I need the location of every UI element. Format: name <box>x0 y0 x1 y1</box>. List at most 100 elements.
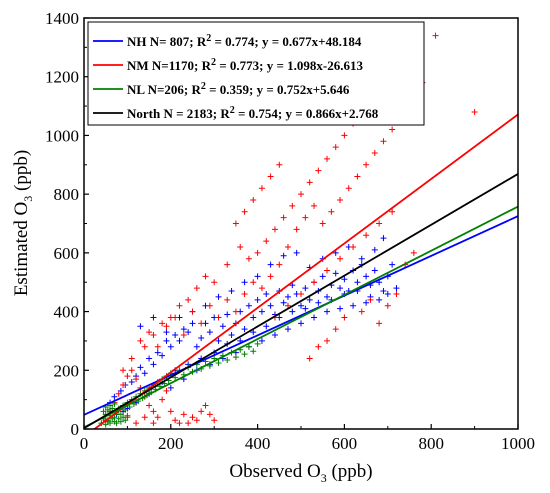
data-point-nh <box>250 314 257 321</box>
data-point-nh <box>159 352 166 359</box>
data-point-nm <box>345 185 352 192</box>
data-point-nm <box>120 381 127 388</box>
data-point-nl <box>111 401 118 408</box>
data-point-nh <box>363 299 370 306</box>
data-point-nl <box>245 343 252 350</box>
data-point-nm <box>267 273 274 280</box>
data-point-nm <box>363 161 370 168</box>
data-point-nm <box>198 320 205 327</box>
data-point-nh <box>245 302 252 309</box>
data-point-nm <box>159 396 166 403</box>
data-point-nm <box>159 320 166 327</box>
data-point-nh <box>350 302 357 309</box>
data-point-nm <box>150 408 157 415</box>
data-point-nh <box>358 255 365 262</box>
data-point-nl <box>122 417 129 424</box>
data-point-nh <box>337 285 344 292</box>
data-point-nh <box>254 296 261 303</box>
data-point-nm <box>324 155 331 162</box>
data-point-nm <box>389 208 396 215</box>
data-point-nh <box>172 332 179 339</box>
data-point-nm <box>198 408 205 415</box>
data-point-nl <box>124 412 131 419</box>
data-point-nh <box>258 308 265 315</box>
data-point-nm <box>332 144 339 151</box>
data-point-nh <box>167 384 174 391</box>
data-point-nm <box>141 414 148 421</box>
x-tick-label: 200 <box>158 434 184 453</box>
data-point-nh <box>215 293 222 300</box>
x-tick-label: 0 <box>80 434 89 453</box>
data-point-nh <box>228 288 235 295</box>
data-point-nh <box>284 326 291 333</box>
legend-label-north: North N = 2183; R2 = 0.754; y = 0.866x+2… <box>127 105 379 121</box>
data-point-nm <box>206 411 213 418</box>
data-point-nm <box>211 279 218 286</box>
data-point-nl <box>215 359 222 366</box>
data-point-nm <box>237 243 244 250</box>
data-point-nm <box>224 261 231 268</box>
data-point-nm <box>384 302 391 309</box>
data-point-nh <box>389 261 396 268</box>
data-point-nm <box>311 279 318 286</box>
y-tick-label: 600 <box>54 244 80 263</box>
data-point-nh <box>154 349 161 356</box>
data-point-nm <box>371 150 378 157</box>
data-point-nh <box>215 337 222 344</box>
data-point-nh <box>324 308 331 315</box>
y-tick-label: 0 <box>71 420 80 439</box>
data-point-nh <box>267 302 274 309</box>
x-axis-title: Observed O3 (ppb) <box>229 461 372 485</box>
data-point-nm <box>189 414 196 421</box>
data-point-nm <box>341 314 348 321</box>
data-point-nh <box>189 320 196 327</box>
data-point-nm <box>232 220 239 227</box>
data-point-nm <box>306 355 313 362</box>
x-tick-label: 800 <box>418 434 444 453</box>
data-point-nl <box>109 405 116 412</box>
data-point-nm <box>224 296 231 303</box>
data-point-nh <box>163 337 170 344</box>
data-point-nm <box>332 326 339 333</box>
data-point-nl <box>232 354 239 361</box>
data-point-nh <box>284 293 291 300</box>
data-point-nm <box>254 249 261 256</box>
data-point-nm <box>141 343 148 350</box>
data-point-nm <box>363 232 370 239</box>
data-point-nh <box>280 299 287 306</box>
fit-line-north <box>84 173 518 429</box>
data-point-nh <box>163 329 170 336</box>
data-point-nh <box>263 323 270 330</box>
data-point-nm <box>115 390 122 397</box>
legend-label-nm: NM N=1170; R2 = 0.773; y = 1.098x-26.613 <box>127 57 363 73</box>
data-point-nh <box>319 273 326 280</box>
data-point-nm <box>376 320 383 327</box>
fit-line-nl <box>84 205 518 429</box>
data-point-nm <box>293 226 300 233</box>
data-point-nm <box>393 290 400 297</box>
data-point-nm <box>146 329 153 336</box>
data-point-nh <box>341 276 348 283</box>
data-point-nh <box>306 296 313 303</box>
data-point-nm <box>241 208 248 215</box>
data-point-nm <box>354 173 361 180</box>
data-point-nm <box>289 202 296 209</box>
data-point-nh <box>354 279 361 286</box>
y-tick-label: 1200 <box>45 68 79 87</box>
data-point-nm <box>324 337 331 344</box>
data-point-nl <box>100 408 107 415</box>
data-point-nm <box>276 161 283 168</box>
data-point-nm <box>167 408 174 415</box>
y-tick-label: 400 <box>54 303 80 322</box>
data-point-nm <box>302 214 309 221</box>
data-point-nm <box>137 337 144 344</box>
data-point-nh <box>271 332 278 339</box>
data-point-nm <box>146 402 153 409</box>
data-point-nh <box>267 261 274 268</box>
data-point-nm <box>150 332 157 339</box>
data-point-nm <box>298 290 304 297</box>
data-point-nh <box>337 305 344 312</box>
data-point-nm <box>206 302 213 309</box>
data-point-nh <box>380 235 387 242</box>
